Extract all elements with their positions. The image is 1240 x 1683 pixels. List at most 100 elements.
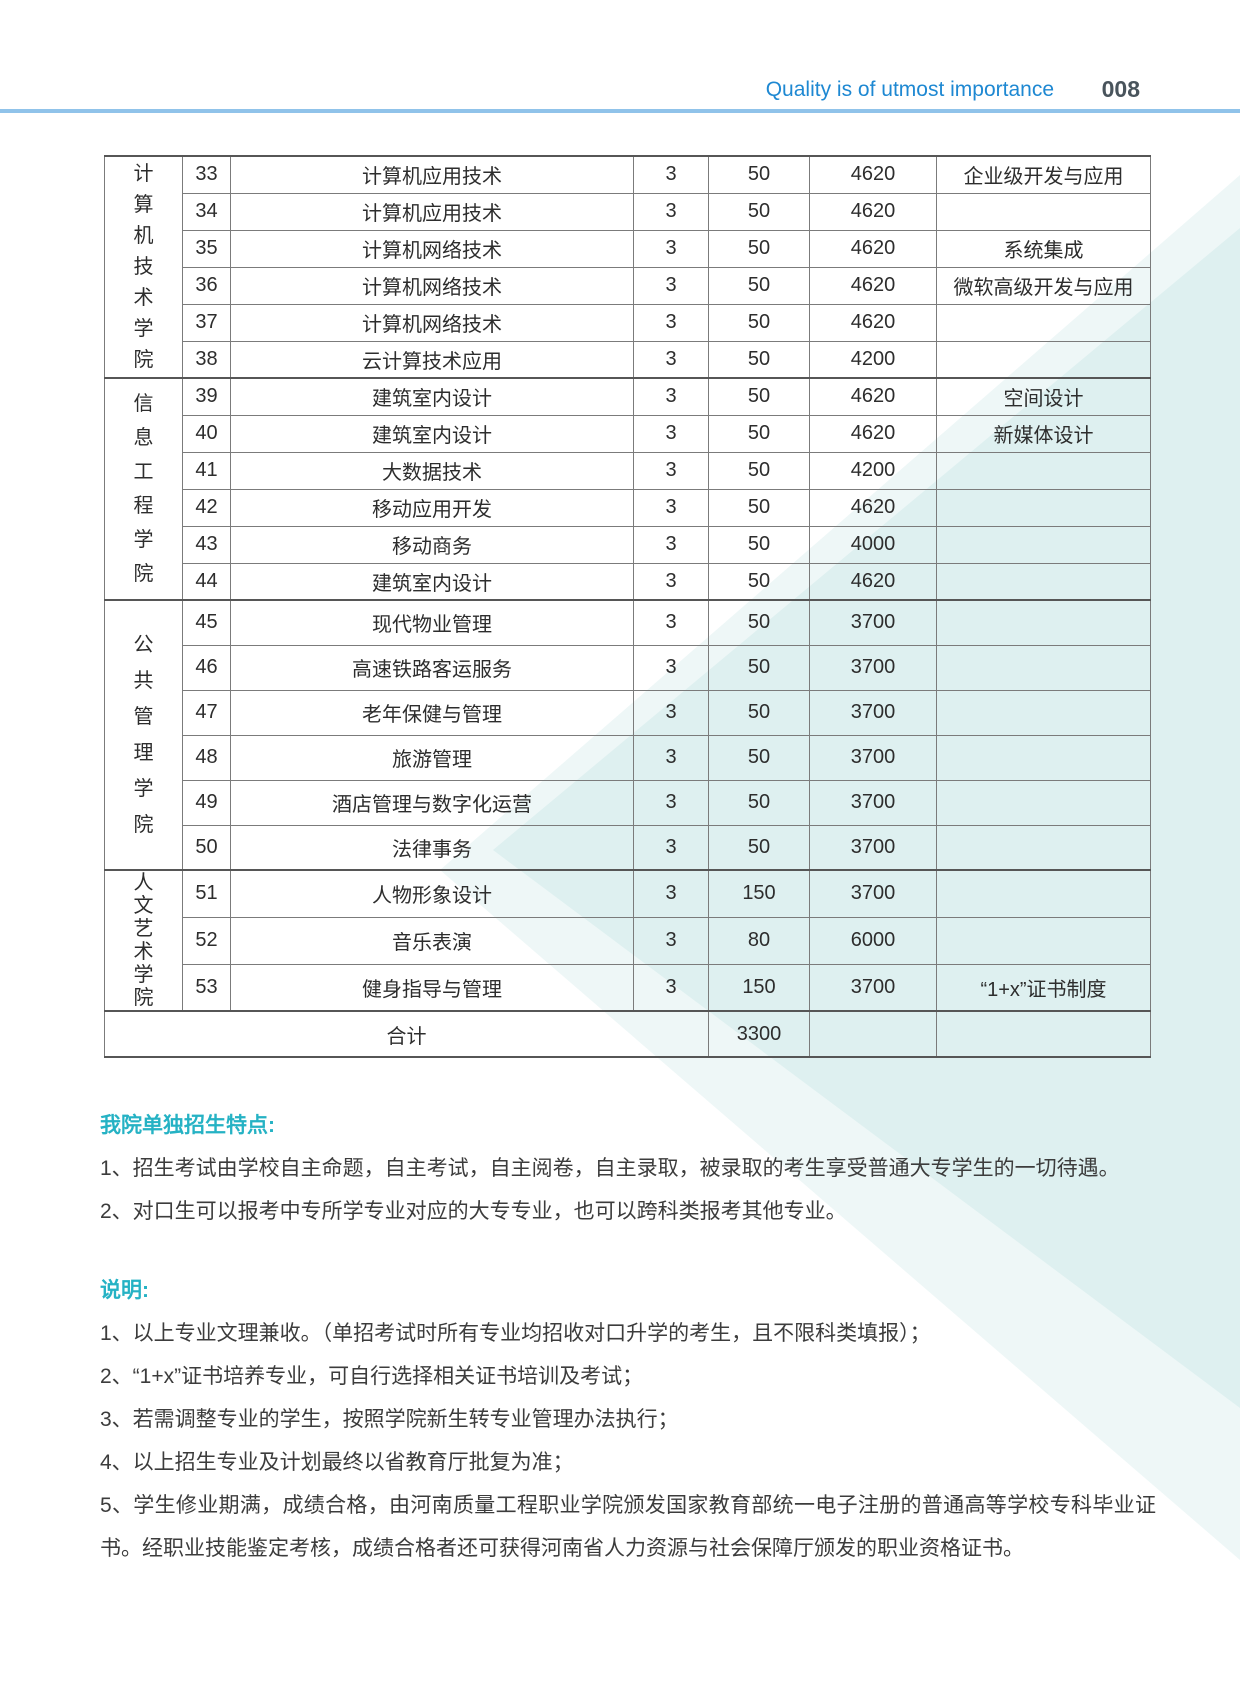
table-row: 53 健身指导与管理 3 150 3700 “1+x”证书制度	[105, 963, 1151, 1012]
notes-section: 说明: 1、以上专业文理兼收。（单招考试时所有专业均招收对口升学的考生，且不限科类…	[100, 1269, 1156, 1570]
major-name-cell: 云计算技术应用	[230, 340, 634, 379]
major-name-cell: 计算机网络技术	[230, 229, 634, 268]
college-name-char: 计	[133, 162, 154, 185]
header-divider	[0, 109, 1240, 113]
study-years-cell: 3	[633, 779, 709, 826]
table-row: 52 音乐表演 3 80 6000	[105, 916, 1151, 965]
remark-cell	[936, 734, 1151, 781]
major-name-cell: 移动应用开发	[230, 488, 634, 527]
college-name-cell: 人文艺术学院	[104, 869, 183, 1012]
study-years-cell: 3	[633, 303, 709, 342]
college-name-char: 学	[133, 317, 154, 340]
table-row: 38 云计算技术应用 3 50 4200	[105, 340, 1151, 379]
college-name-char: 算	[133, 193, 154, 216]
major-name-cell: 音乐表演	[230, 916, 634, 965]
seat-count-cell: 50	[708, 599, 810, 646]
table-row: 48 旅游管理 3 50 3700	[105, 734, 1151, 781]
section-item: 4、以上招生专业及计划最终以省教育厅批复为准；	[100, 1451, 574, 1474]
remark-cell	[936, 562, 1151, 601]
section-item: 5、学生修业期满，成绩合格，由河南质量工程职业学院颁发国家教育部统一电子注册的普…	[100, 1494, 1156, 1560]
remark-cell: 新媒体设计	[936, 414, 1151, 453]
remark-cell	[936, 488, 1151, 527]
table-row: 47 老年保健与管理 3 50 3700	[105, 689, 1151, 736]
total-fee-cell	[809, 1010, 937, 1058]
tuition-fee-cell: 3700	[809, 734, 937, 781]
college-name-char: 院	[133, 986, 154, 1009]
remark-cell: 微软高级开发与应用	[936, 266, 1151, 305]
header-slogan: Quality is of utmost importance	[765, 78, 1054, 101]
tuition-fee-cell: 4200	[809, 340, 937, 379]
college-name-char: 文	[133, 894, 154, 917]
college-name-cell: 信息工程学院	[104, 377, 183, 601]
notes-section: 我院单独招生特点: 1、招生考试由学校自主命题，自主考试，自主阅卷，自主录取，被录…	[100, 1104, 1156, 1233]
table-row: 公共管理学院 45 现代物业管理 3 50 3700	[104, 599, 1151, 871]
table-row: 44 建筑室内设计 3 50 4620	[105, 562, 1151, 601]
seat-count-cell: 50	[708, 192, 810, 231]
tuition-fee-cell: 3700	[809, 689, 937, 736]
table-row: 50 法律事务 3 50 3700	[105, 824, 1151, 871]
major-name-cell: 现代物业管理	[230, 599, 634, 646]
seat-count-cell: 50	[708, 229, 810, 268]
section-item: 2、对口生可以报考中专所学专业对应的大专专业，也可以跨科类报考其他专业。	[100, 1200, 847, 1223]
tuition-fee-cell: 4620	[809, 303, 937, 342]
seat-count-cell: 50	[708, 562, 810, 601]
college-name-char: 学	[133, 963, 154, 986]
college-name-char: 技	[133, 255, 154, 278]
major-name-cell: 旅游管理	[230, 734, 634, 781]
seat-count-cell: 50	[708, 155, 810, 194]
major-name-cell: 移动商务	[230, 525, 634, 564]
row-number-cell: 53	[182, 963, 231, 1012]
major-name-cell: 人物形象设计	[230, 869, 634, 918]
major-name-cell: 健身指导与管理	[230, 963, 634, 1012]
table-row: 37 计算机网络技术 3 50 4620	[105, 303, 1151, 342]
major-name-cell: 计算机网络技术	[230, 303, 634, 342]
row-number-cell: 37	[182, 303, 231, 342]
tuition-fee-cell: 4620	[809, 414, 937, 453]
tuition-fee-cell: 4000	[809, 525, 937, 564]
tuition-fee-cell: 6000	[809, 916, 937, 965]
row-number-cell: 43	[182, 525, 231, 564]
row-number-cell: 50	[182, 824, 231, 871]
tuition-fee-cell: 4620	[809, 562, 937, 601]
remark-cell	[936, 340, 1151, 379]
seat-count-cell: 50	[708, 644, 810, 691]
college-name-char: 院	[133, 814, 154, 836]
row-number-cell: 39	[182, 377, 231, 416]
study-years-cell: 3	[633, 824, 709, 871]
remark-cell	[936, 916, 1151, 965]
seat-count-cell: 50	[708, 414, 810, 453]
study-years-cell: 3	[633, 451, 709, 490]
table-row: 34 计算机应用技术 3 50 4620	[105, 192, 1151, 231]
total-label-cell: 合计	[104, 1010, 709, 1058]
tuition-fee-cell: 3700	[809, 644, 937, 691]
study-years-cell: 3	[633, 644, 709, 691]
row-number-cell: 52	[182, 916, 231, 965]
seat-count-cell: 50	[708, 377, 810, 416]
tuition-fee-cell: 3700	[809, 779, 937, 826]
study-years-cell: 3	[633, 562, 709, 601]
remark-cell: 系统集成	[936, 229, 1151, 268]
college-name-char: 院	[133, 348, 154, 371]
college-name-char: 人	[133, 871, 154, 894]
section-item: 1、以上专业文理兼收。（单招考试时所有专业均招收对口升学的考生，且不限科类填报）…	[100, 1322, 931, 1345]
seat-count-cell: 50	[708, 340, 810, 379]
table-row: 40 建筑室内设计 3 50 4620 新媒体设计	[105, 414, 1151, 453]
remark-cell	[936, 869, 1151, 918]
college-name-char: 信	[133, 393, 154, 415]
tuition-fee-cell: 4200	[809, 451, 937, 490]
seat-count-cell: 50	[708, 824, 810, 871]
study-years-cell: 3	[633, 963, 709, 1012]
remark-cell	[936, 779, 1151, 826]
section-item: 1、招生考试由学校自主命题，自主考试，自主阅卷，自主录取，被录取的考生享受普通大…	[100, 1157, 1120, 1180]
enrollment-plan-table-wrap: 计算机技术学院 33 计算机应用技术 3 50 4620 企业级开发与应用 34 计算机应用技术…	[104, 155, 1151, 1058]
college-name-cell: 公共管理学院	[104, 599, 183, 871]
seat-count-cell: 50	[708, 451, 810, 490]
remark-cell: “1+x”证书制度	[936, 963, 1151, 1012]
row-number-cell: 38	[182, 340, 231, 379]
study-years-cell: 3	[633, 488, 709, 527]
major-name-cell: 计算机网络技术	[230, 266, 634, 305]
college-name-char: 学	[133, 778, 154, 800]
study-years-cell: 3	[633, 734, 709, 781]
total-remark-cell	[936, 1010, 1151, 1058]
tuition-fee-cell: 3700	[809, 824, 937, 871]
